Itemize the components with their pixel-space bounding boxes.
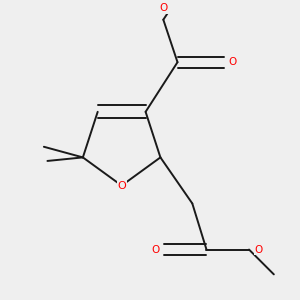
Text: O: O xyxy=(151,244,159,255)
Text: O: O xyxy=(228,57,237,67)
Text: O: O xyxy=(159,3,167,13)
Text: O: O xyxy=(117,181,126,190)
Text: O: O xyxy=(254,244,262,255)
